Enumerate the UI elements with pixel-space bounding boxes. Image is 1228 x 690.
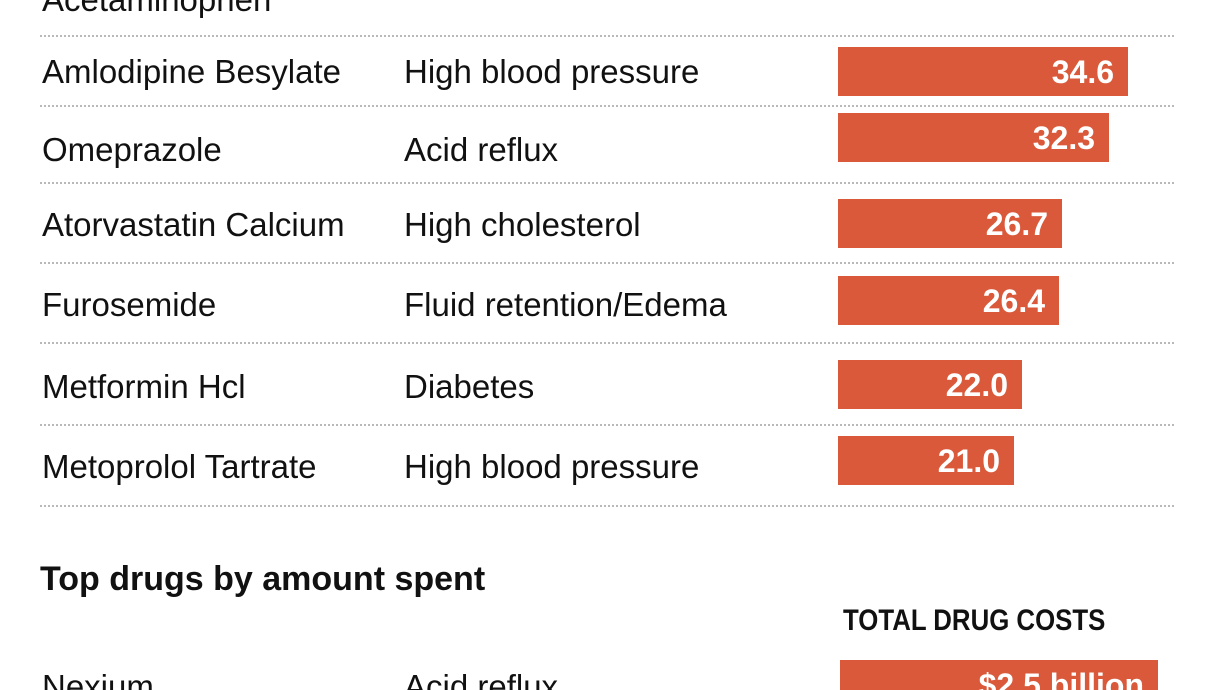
- drug-name: Nexium: [42, 668, 154, 690]
- divider: [40, 424, 1174, 426]
- drug-use: High blood pressure: [404, 53, 700, 90]
- divider: [40, 342, 1174, 344]
- drug-name: Omeprazole: [42, 131, 222, 168]
- value-bar: $2.5 billion: [840, 660, 1158, 690]
- drug-use: Fluid retention/Edema: [404, 286, 727, 323]
- drug-use: Diabetes: [404, 368, 535, 405]
- value-bar: 21.0: [838, 436, 1014, 485]
- bar-value-label: 34.6: [1051, 53, 1114, 90]
- drug-name: Atorvastatin Calcium: [42, 206, 345, 243]
- value-bar: 32.3: [838, 113, 1109, 162]
- value-bar: 26.7: [838, 199, 1062, 248]
- divider: [40, 105, 1174, 107]
- value-bar: 22.0: [838, 360, 1022, 409]
- drug-use: High blood pressure: [404, 448, 700, 485]
- drug-name: Metoprolol Tartrate: [42, 448, 317, 485]
- bar-value-label: 22.0: [945, 366, 1008, 403]
- cutoff-drug-label: Acetaminophen: [42, 0, 271, 16]
- column-header: TOTAL DRUG COSTS: [843, 604, 1106, 637]
- bar-value-label: 26.4: [982, 282, 1045, 319]
- bar-value-label: 26.7: [985, 205, 1048, 242]
- drug-name: Furosemide: [42, 286, 217, 323]
- drug-use: Acid reflux: [404, 668, 559, 690]
- section-title: Top drugs by amount spent: [40, 560, 486, 598]
- drug-use: Acid reflux: [404, 131, 559, 168]
- divider: [40, 505, 1174, 507]
- value-bar: 34.6: [838, 47, 1128, 96]
- drug-name: Amlodipine Besylate: [42, 53, 341, 90]
- value-bar: 26.4: [838, 276, 1059, 325]
- divider: [40, 182, 1174, 184]
- bar-value-label: 21.0: [937, 442, 1000, 479]
- bar-value-label: 32.3: [1032, 119, 1095, 156]
- drug-use: High cholesterol: [404, 206, 641, 243]
- divider: [40, 262, 1174, 264]
- bar-value-label: $2.5 billion: [978, 666, 1144, 690]
- divider: [40, 35, 1174, 37]
- drug-name: Metformin Hcl: [42, 368, 246, 405]
